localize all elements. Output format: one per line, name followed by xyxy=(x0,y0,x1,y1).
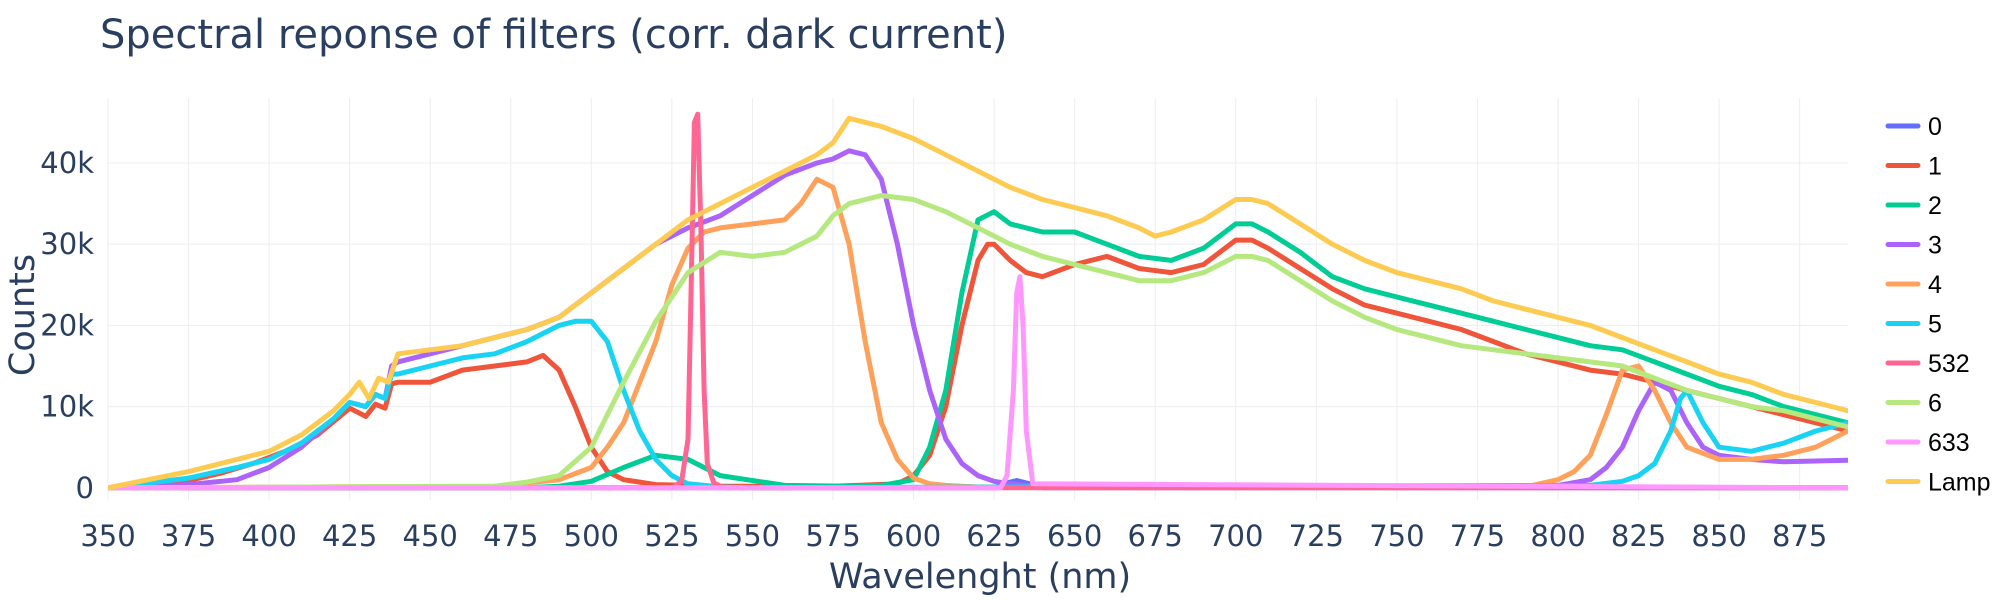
series-line-1 xyxy=(108,237,1848,491)
x-axis-ticks: 350 375 400 425 450 475 500 525 550 575 600 625 650 6… xyxy=(80,519,1827,553)
x-tick-label: 500 xyxy=(564,519,619,553)
series-line-4 xyxy=(108,176,1848,491)
legend-label-6: 6 xyxy=(1928,390,1942,418)
x-tick-label: 525 xyxy=(644,519,699,553)
x-tick-label: 550 xyxy=(725,519,780,553)
y-tick-label: 40k xyxy=(40,146,94,180)
legend-label-5: 5 xyxy=(1928,311,1942,339)
grid xyxy=(107,98,1848,500)
series-line-5 xyxy=(108,318,1848,491)
series-line-2 xyxy=(108,209,1848,491)
series-line-3 xyxy=(108,148,1848,491)
series-line-633 xyxy=(108,274,1848,491)
y-axis-ticks: 0 10k 20k 30k 40k xyxy=(40,146,94,505)
x-tick-label: 850 xyxy=(1691,519,1746,553)
x-tick-label: 750 xyxy=(1369,519,1424,553)
x-tick-label: 350 xyxy=(80,519,135,553)
legend-label-532: 532 xyxy=(1928,350,1970,378)
legend-label-1: 1 xyxy=(1928,153,1942,181)
x-tick-label: 400 xyxy=(241,519,296,553)
legend-label-0: 0 xyxy=(1928,113,1942,141)
series-line-Lamp xyxy=(108,115,1848,491)
x-tick-label: 650 xyxy=(1047,519,1102,553)
x-tick-label: 575 xyxy=(805,519,860,553)
series-line-532 xyxy=(108,111,1848,491)
legend-label-633: 633 xyxy=(1928,429,1970,457)
x-tick-label: 800 xyxy=(1530,519,1585,553)
legend-label-3: 3 xyxy=(1928,232,1942,260)
series-line-6 xyxy=(108,193,1848,491)
x-tick-label: 875 xyxy=(1772,519,1827,553)
x-tick-label: 375 xyxy=(161,519,216,553)
x-tick-label: 825 xyxy=(1611,519,1666,553)
y-tick-label: 0 xyxy=(76,471,94,505)
x-axis-title: Wavelenght (nm) xyxy=(829,557,1131,597)
legend-label-2: 2 xyxy=(1928,192,1942,220)
x-tick-label: 625 xyxy=(966,519,1021,553)
x-tick-label: 450 xyxy=(403,519,458,553)
y-tick-label: 10k xyxy=(40,390,94,424)
x-tick-label: 775 xyxy=(1450,519,1505,553)
legend-label-Lamp: Lamp xyxy=(1928,469,1991,497)
x-tick-label: 600 xyxy=(886,519,941,553)
x-tick-label: 725 xyxy=(1289,519,1344,553)
legend-label-4: 4 xyxy=(1928,271,1942,299)
chart-title: Spectral reponse of filters (corr. dark … xyxy=(100,12,1007,58)
y-tick-label: 20k xyxy=(40,308,94,342)
y-tick-label: 30k xyxy=(40,227,94,261)
x-tick-label: 475 xyxy=(483,519,538,553)
y-axis-title: Counts xyxy=(3,254,43,376)
x-tick-label: 675 xyxy=(1128,519,1183,553)
plot-area xyxy=(108,111,1848,491)
x-tick-label: 700 xyxy=(1208,519,1263,553)
x-tick-label: 425 xyxy=(322,519,377,553)
legend: 0 1 2 3 4 5 532 6 633 Lamp xyxy=(1885,113,1991,497)
